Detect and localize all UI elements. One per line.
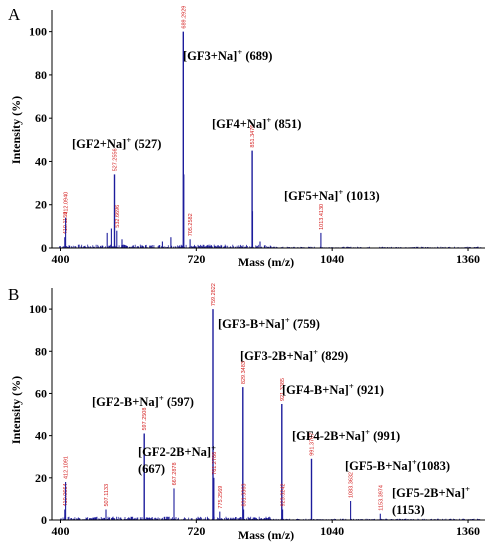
peak-mass-label: 412.0940 — [64, 192, 70, 215]
y-tick-label: 0 — [41, 513, 47, 527]
spectrum-baseline — [60, 516, 482, 520]
y-tick-label: 40 — [35, 429, 47, 443]
peak-mass-label: 759.2822 — [211, 283, 217, 306]
peak-mass-label: 851.3476 — [250, 125, 256, 148]
peak-mass-label: 527.2556 — [113, 148, 119, 171]
x-tick-label: 1040 — [320, 252, 344, 266]
y-tick-label: 20 — [35, 471, 47, 485]
x-tick-label: 400 — [51, 252, 69, 266]
ion-annotation: [GF3-B+Na]+ (759) — [218, 315, 320, 331]
peak-mass-label: 761.2786 — [212, 452, 218, 475]
ion-annotation: [GF2-2B+Na]+ — [138, 443, 216, 459]
ion-annotation: [GF2+Na]+ (527) — [72, 135, 161, 151]
ion-annotation: [GF5+Na]+ (1013) — [284, 187, 380, 203]
peak-mass-label: 667.2878 — [172, 462, 178, 485]
peak-mass-label: 923.3242 — [281, 484, 287, 507]
peak-mass-label: 532.6696 — [115, 205, 121, 228]
ion-annotation: [GF3-2B+Na]+ (829) — [240, 347, 348, 363]
ion-annotation: [GF4-2B+Na]+ (991) — [292, 427, 400, 443]
panel-letter: A — [8, 5, 21, 24]
x-tick-label: 1040 — [320, 524, 344, 538]
peak-mass-label: 1083.3632 — [349, 472, 355, 498]
y-tick-label: 100 — [29, 302, 47, 316]
peak-mass-label: 597.2508 — [142, 408, 148, 431]
peak-mass-label: 775.2569 — [218, 486, 224, 509]
peak-mass-label: 689.2929 — [181, 6, 187, 29]
peak-mass-label: 1153.3974 — [378, 485, 384, 511]
peak-mass-label: 507.1133 — [104, 484, 110, 507]
panel-b: B410.0664412.1091507.1133597.2508667.287… — [8, 283, 485, 542]
x-tick-label: 720 — [187, 252, 205, 266]
panel-a: A410.1159412.0940527.2556532.6696689.292… — [8, 5, 485, 269]
ion-annotation: [GF3+Na]+ (689) — [183, 47, 272, 63]
y-tick-label: 100 — [29, 25, 47, 39]
ion-annotation: [GF5-B+Na]+(1083) — [345, 457, 450, 473]
x-tick-label: 1360 — [456, 252, 480, 266]
peak-mass-label: 705.2582 — [188, 213, 194, 236]
y-tick-label: 20 — [35, 198, 47, 212]
ion-annotation: [GF2-B+Na]+ (597) — [92, 393, 194, 409]
peak-mass-label: 831.3363 — [242, 484, 248, 507]
ion-annotation: [GF4+Na]+ (851) — [212, 115, 301, 131]
peak-mass-label: 991.3767 — [310, 433, 316, 456]
y-tick-label: 40 — [35, 154, 47, 168]
x-axis-title: Mass (m/z) — [238, 528, 294, 542]
ion-annotation: (667) — [138, 462, 165, 476]
y-tick-label: 80 — [35, 68, 47, 82]
ion-annotation: [GF5-2B+Na]+ — [392, 484, 470, 500]
y-tick-label: 60 — [35, 111, 47, 125]
spectrum-baseline — [59, 244, 482, 248]
x-axis-title: Mass (m/z) — [238, 255, 294, 269]
peak-mass-label: 921.3385 — [280, 378, 286, 401]
peak-mass-label: 829.3483 — [241, 361, 247, 384]
x-tick-label: 720 — [187, 524, 205, 538]
peak-mass-label: 1013.4130 — [319, 204, 325, 230]
y-axis-title: Intensity (%) — [9, 376, 23, 444]
ion-annotation: [GF4-B+Na]+ (921) — [282, 381, 384, 397]
peak-mass-label: 412.1091 — [64, 456, 70, 479]
panel-letter: B — [8, 285, 19, 304]
x-tick-label: 400 — [51, 524, 69, 538]
y-tick-label: 80 — [35, 344, 47, 358]
y-tick-label: 0 — [41, 241, 47, 255]
y-tick-label: 60 — [35, 386, 47, 400]
x-tick-label: 1360 — [456, 524, 480, 538]
ion-annotation: (1153) — [392, 503, 425, 517]
y-axis-title: Intensity (%) — [9, 96, 23, 164]
